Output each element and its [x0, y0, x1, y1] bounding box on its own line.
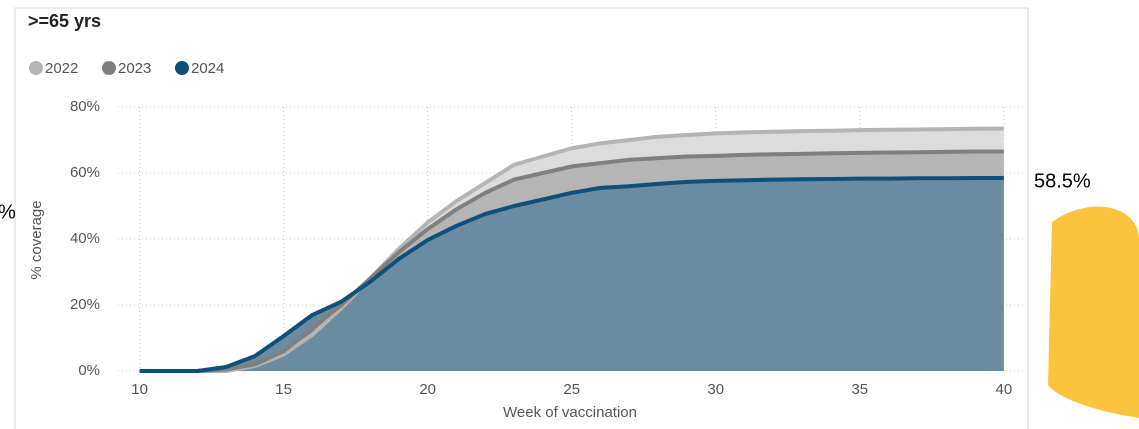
line	[139, 149, 1004, 373]
chart-title: >=65 yrs	[28, 11, 101, 31]
y-axis-label: % coverage	[28, 200, 45, 279]
area	[139, 177, 1004, 371]
y-tick-label: 0%	[78, 362, 100, 379]
cropped-label: %	[0, 201, 16, 223]
y-tick-label: 80%	[70, 98, 100, 115]
x-tick-label: 20	[419, 381, 436, 398]
line	[139, 126, 1004, 373]
x-tick-label: 35	[851, 381, 868, 398]
x-tick-label: 40	[995, 381, 1012, 398]
x-axis-label: Week of vaccination	[503, 404, 637, 421]
x-tick-label: 25	[563, 381, 580, 398]
y-tick-label: 40%	[70, 230, 100, 247]
x-tick-label: 10	[131, 381, 148, 398]
y-tick-label: 60%	[70, 164, 100, 181]
legend-marker	[175, 61, 189, 75]
legend-marker	[29, 61, 43, 75]
legend-label: 2024	[191, 60, 224, 77]
legend-marker	[102, 61, 116, 75]
legend-label: 2023	[118, 60, 151, 77]
line	[139, 175, 1004, 373]
legend-label: 2022	[45, 60, 78, 77]
annotation: 58.5%	[1034, 170, 1091, 192]
y-tick-label: 20%	[70, 296, 100, 313]
x-tick-label: 15	[275, 381, 292, 398]
x-tick-label: 30	[707, 381, 724, 398]
decoration	[1048, 206, 1139, 418]
